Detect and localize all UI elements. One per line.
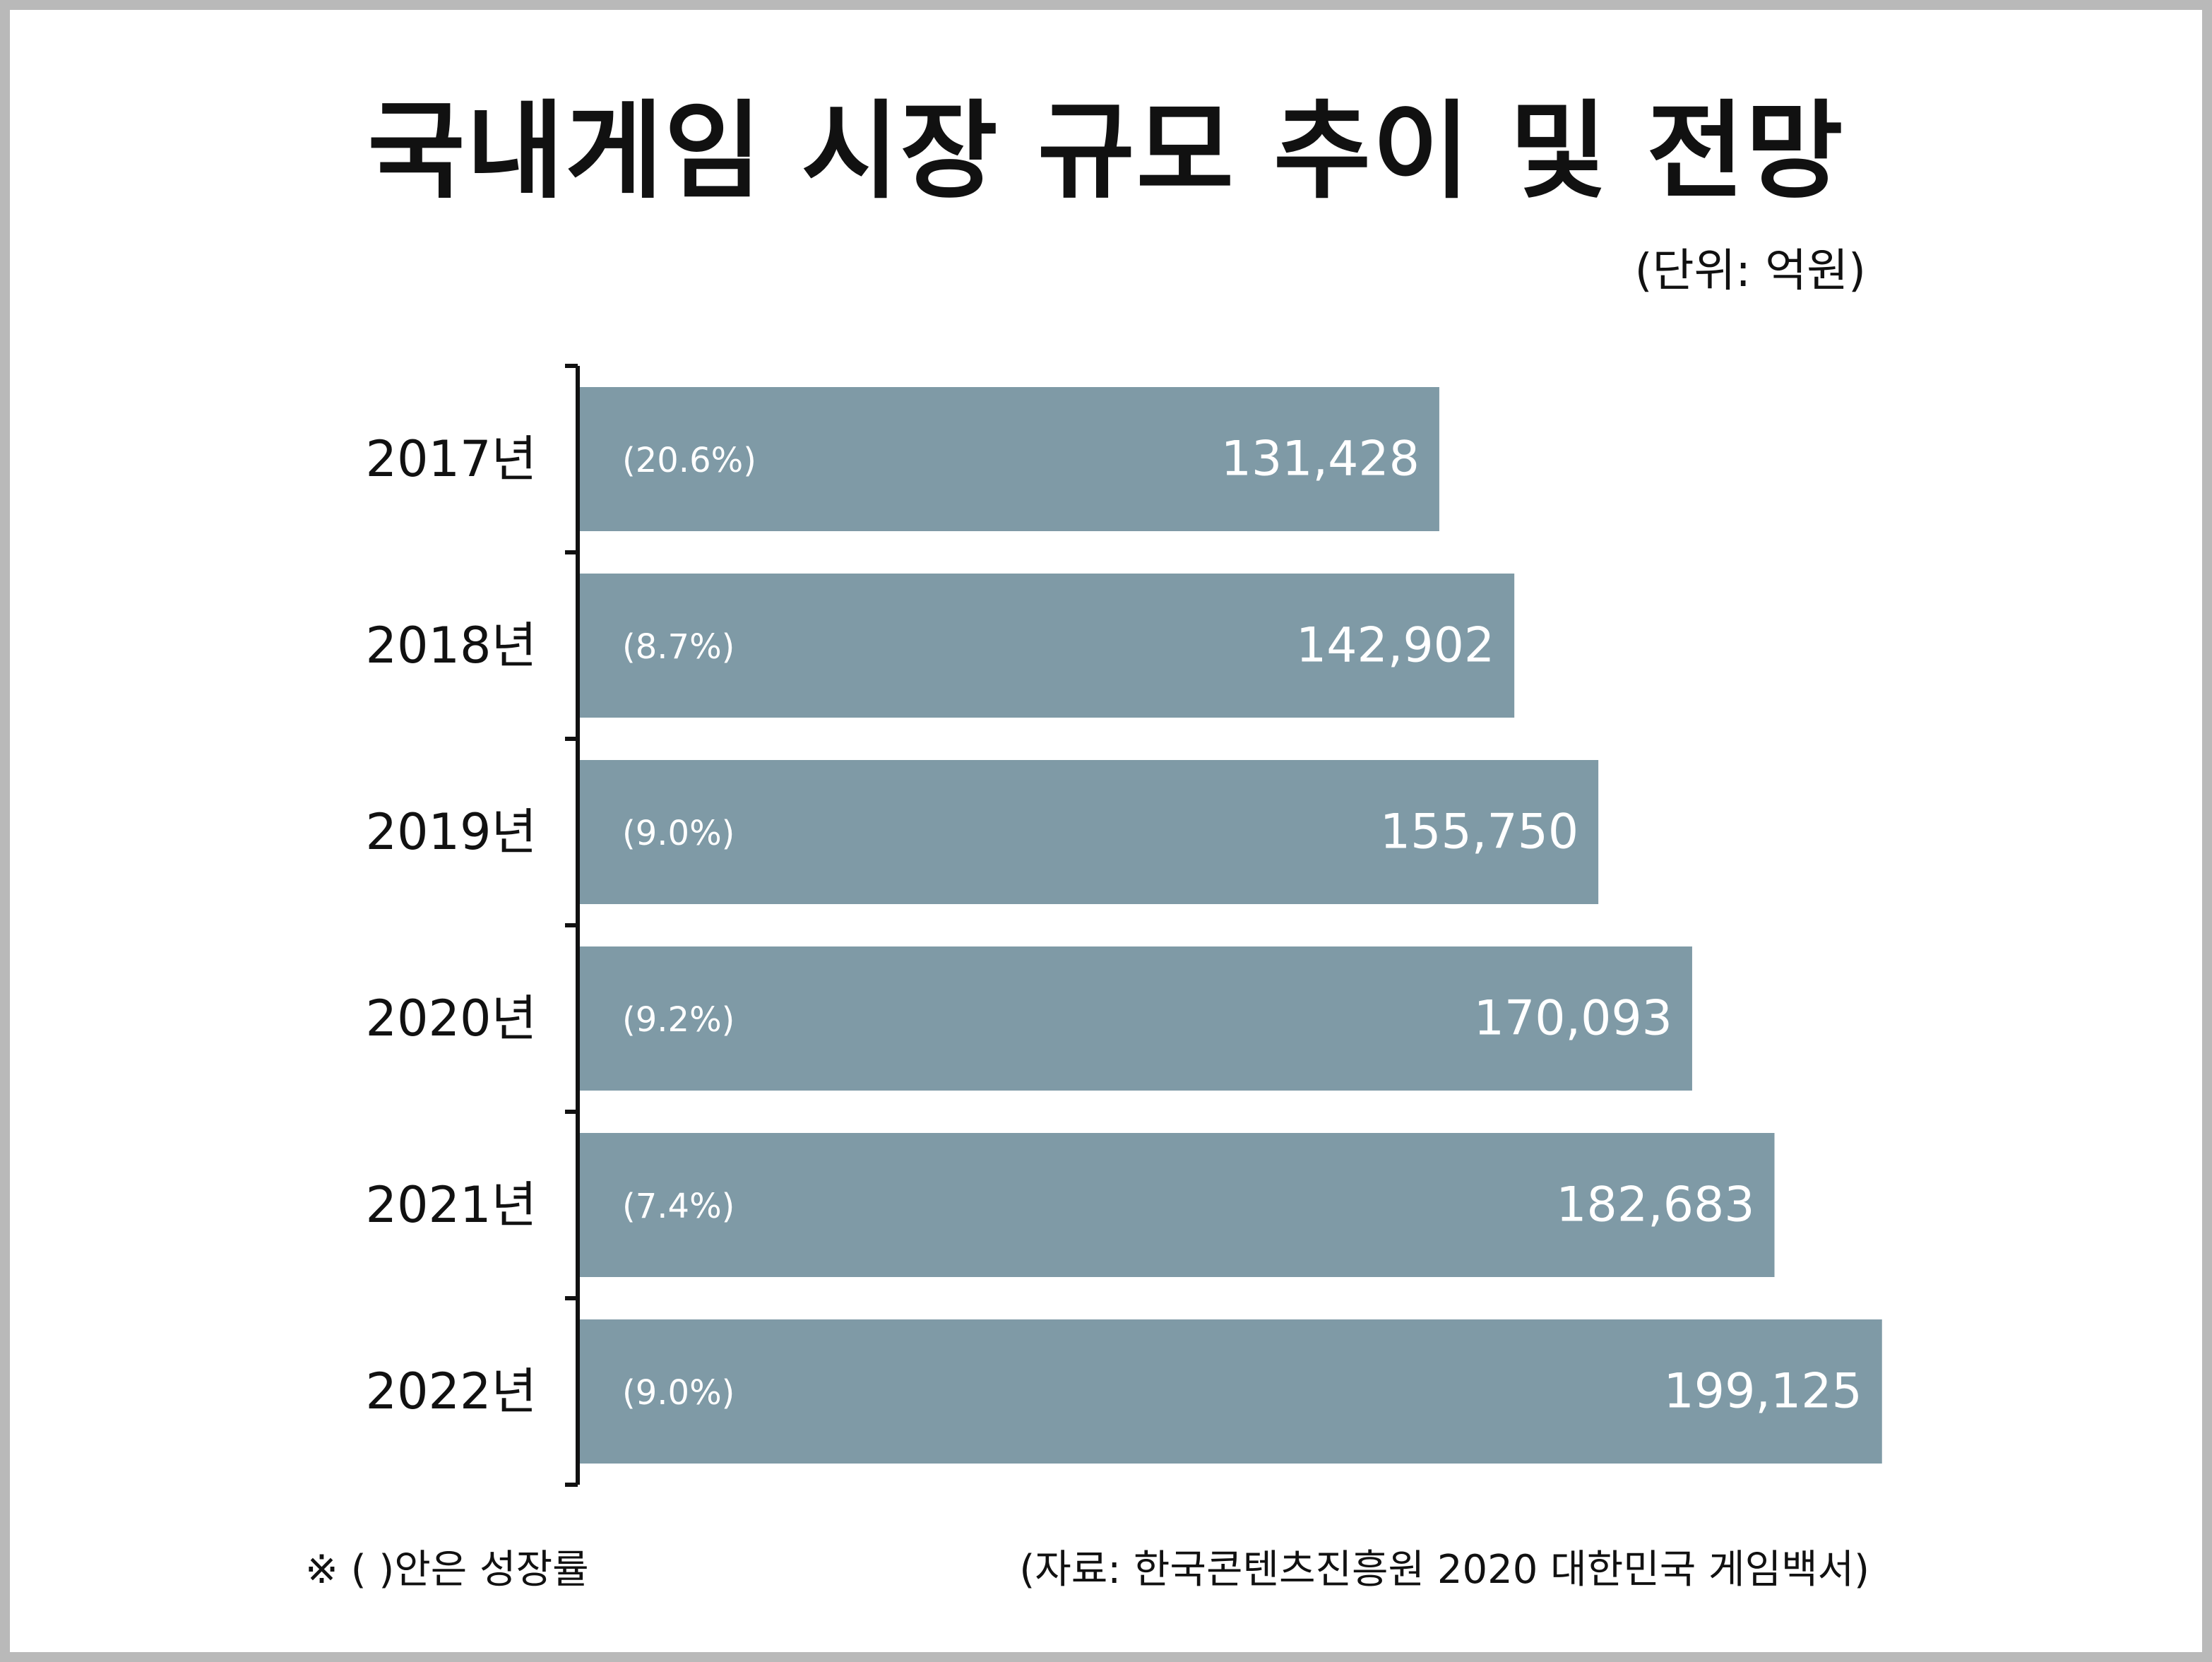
growth-rate-label: (7.4%)	[622, 1187, 735, 1226]
growth-rate-label: (9.0%)	[622, 1373, 735, 1413]
growth-rate-note: ※ ( )안은 성장률	[305, 1547, 589, 1593]
unit-label: (단위: 억원)	[1634, 245, 1866, 297]
value-label: 170,093	[1474, 991, 1672, 1047]
value-label: 155,750	[1380, 805, 1578, 860]
bar	[580, 1319, 1882, 1464]
value-label: 131,428	[1221, 432, 1420, 487]
category-label: 2020년	[365, 990, 537, 1047]
value-label: 182,683	[1556, 1177, 1754, 1233]
bar	[580, 946, 1692, 1091]
bar	[580, 574, 1515, 718]
category-label: 2019년	[365, 803, 537, 861]
chart-title: 국내게임 시장 규모 추이 및 전망	[367, 90, 1845, 213]
value-label: 142,902	[1296, 618, 1494, 674]
category-label: 2021년	[365, 1176, 537, 1234]
bar	[580, 1133, 1775, 1277]
bar	[580, 760, 1599, 904]
bar	[580, 387, 1439, 531]
category-label: 2017년	[365, 430, 537, 488]
source-note: (자료: 한국콘텐츠진흥원 2020 대한민국 게임백서)	[1019, 1547, 1869, 1593]
category-label: 2018년	[365, 617, 537, 675]
growth-rate-label: (9.2%)	[622, 1000, 735, 1040]
category-label: 2022년	[365, 1363, 537, 1420]
growth-rate-label: (8.7%)	[622, 627, 735, 667]
value-label: 199,125	[1664, 1364, 1862, 1420]
growth-rate-label: (9.0%)	[622, 814, 735, 853]
growth-rate-label: (20.6%)	[622, 441, 756, 480]
